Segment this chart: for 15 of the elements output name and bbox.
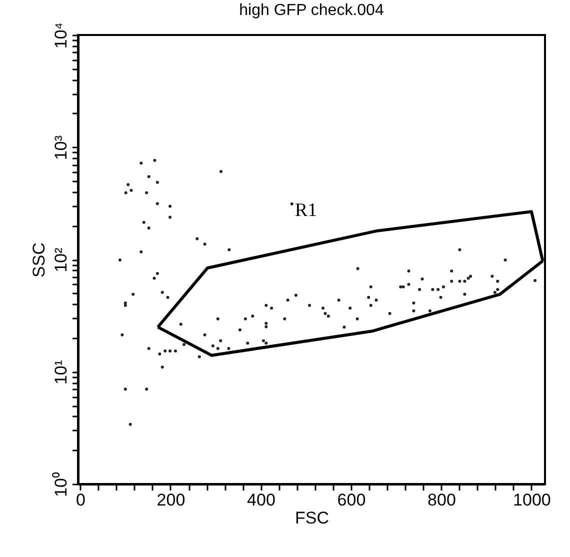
y-tick-label: 10³ (52, 135, 70, 160)
y-tick-label: 10⁴ (52, 22, 70, 49)
chart-title: high GFP check.004 (239, 2, 384, 19)
y-tick-label: 10⁰ (52, 472, 70, 497)
x-tick-label: 800 (428, 490, 456, 510)
y-tick-label: 10² (52, 247, 70, 272)
x-axis-title: FSC (295, 508, 329, 528)
x-tick-label: 1000 (513, 490, 551, 510)
x-tick-label: 200 (156, 490, 186, 510)
y-tick-label: 10¹ (52, 360, 70, 385)
x-tick-label: 400 (247, 490, 276, 510)
x-tick-label: 0 (76, 490, 86, 510)
annotation: R1 (294, 200, 318, 221)
y-axis-title: SSC (30, 242, 48, 278)
x-tick-label: 600 (337, 490, 366, 510)
